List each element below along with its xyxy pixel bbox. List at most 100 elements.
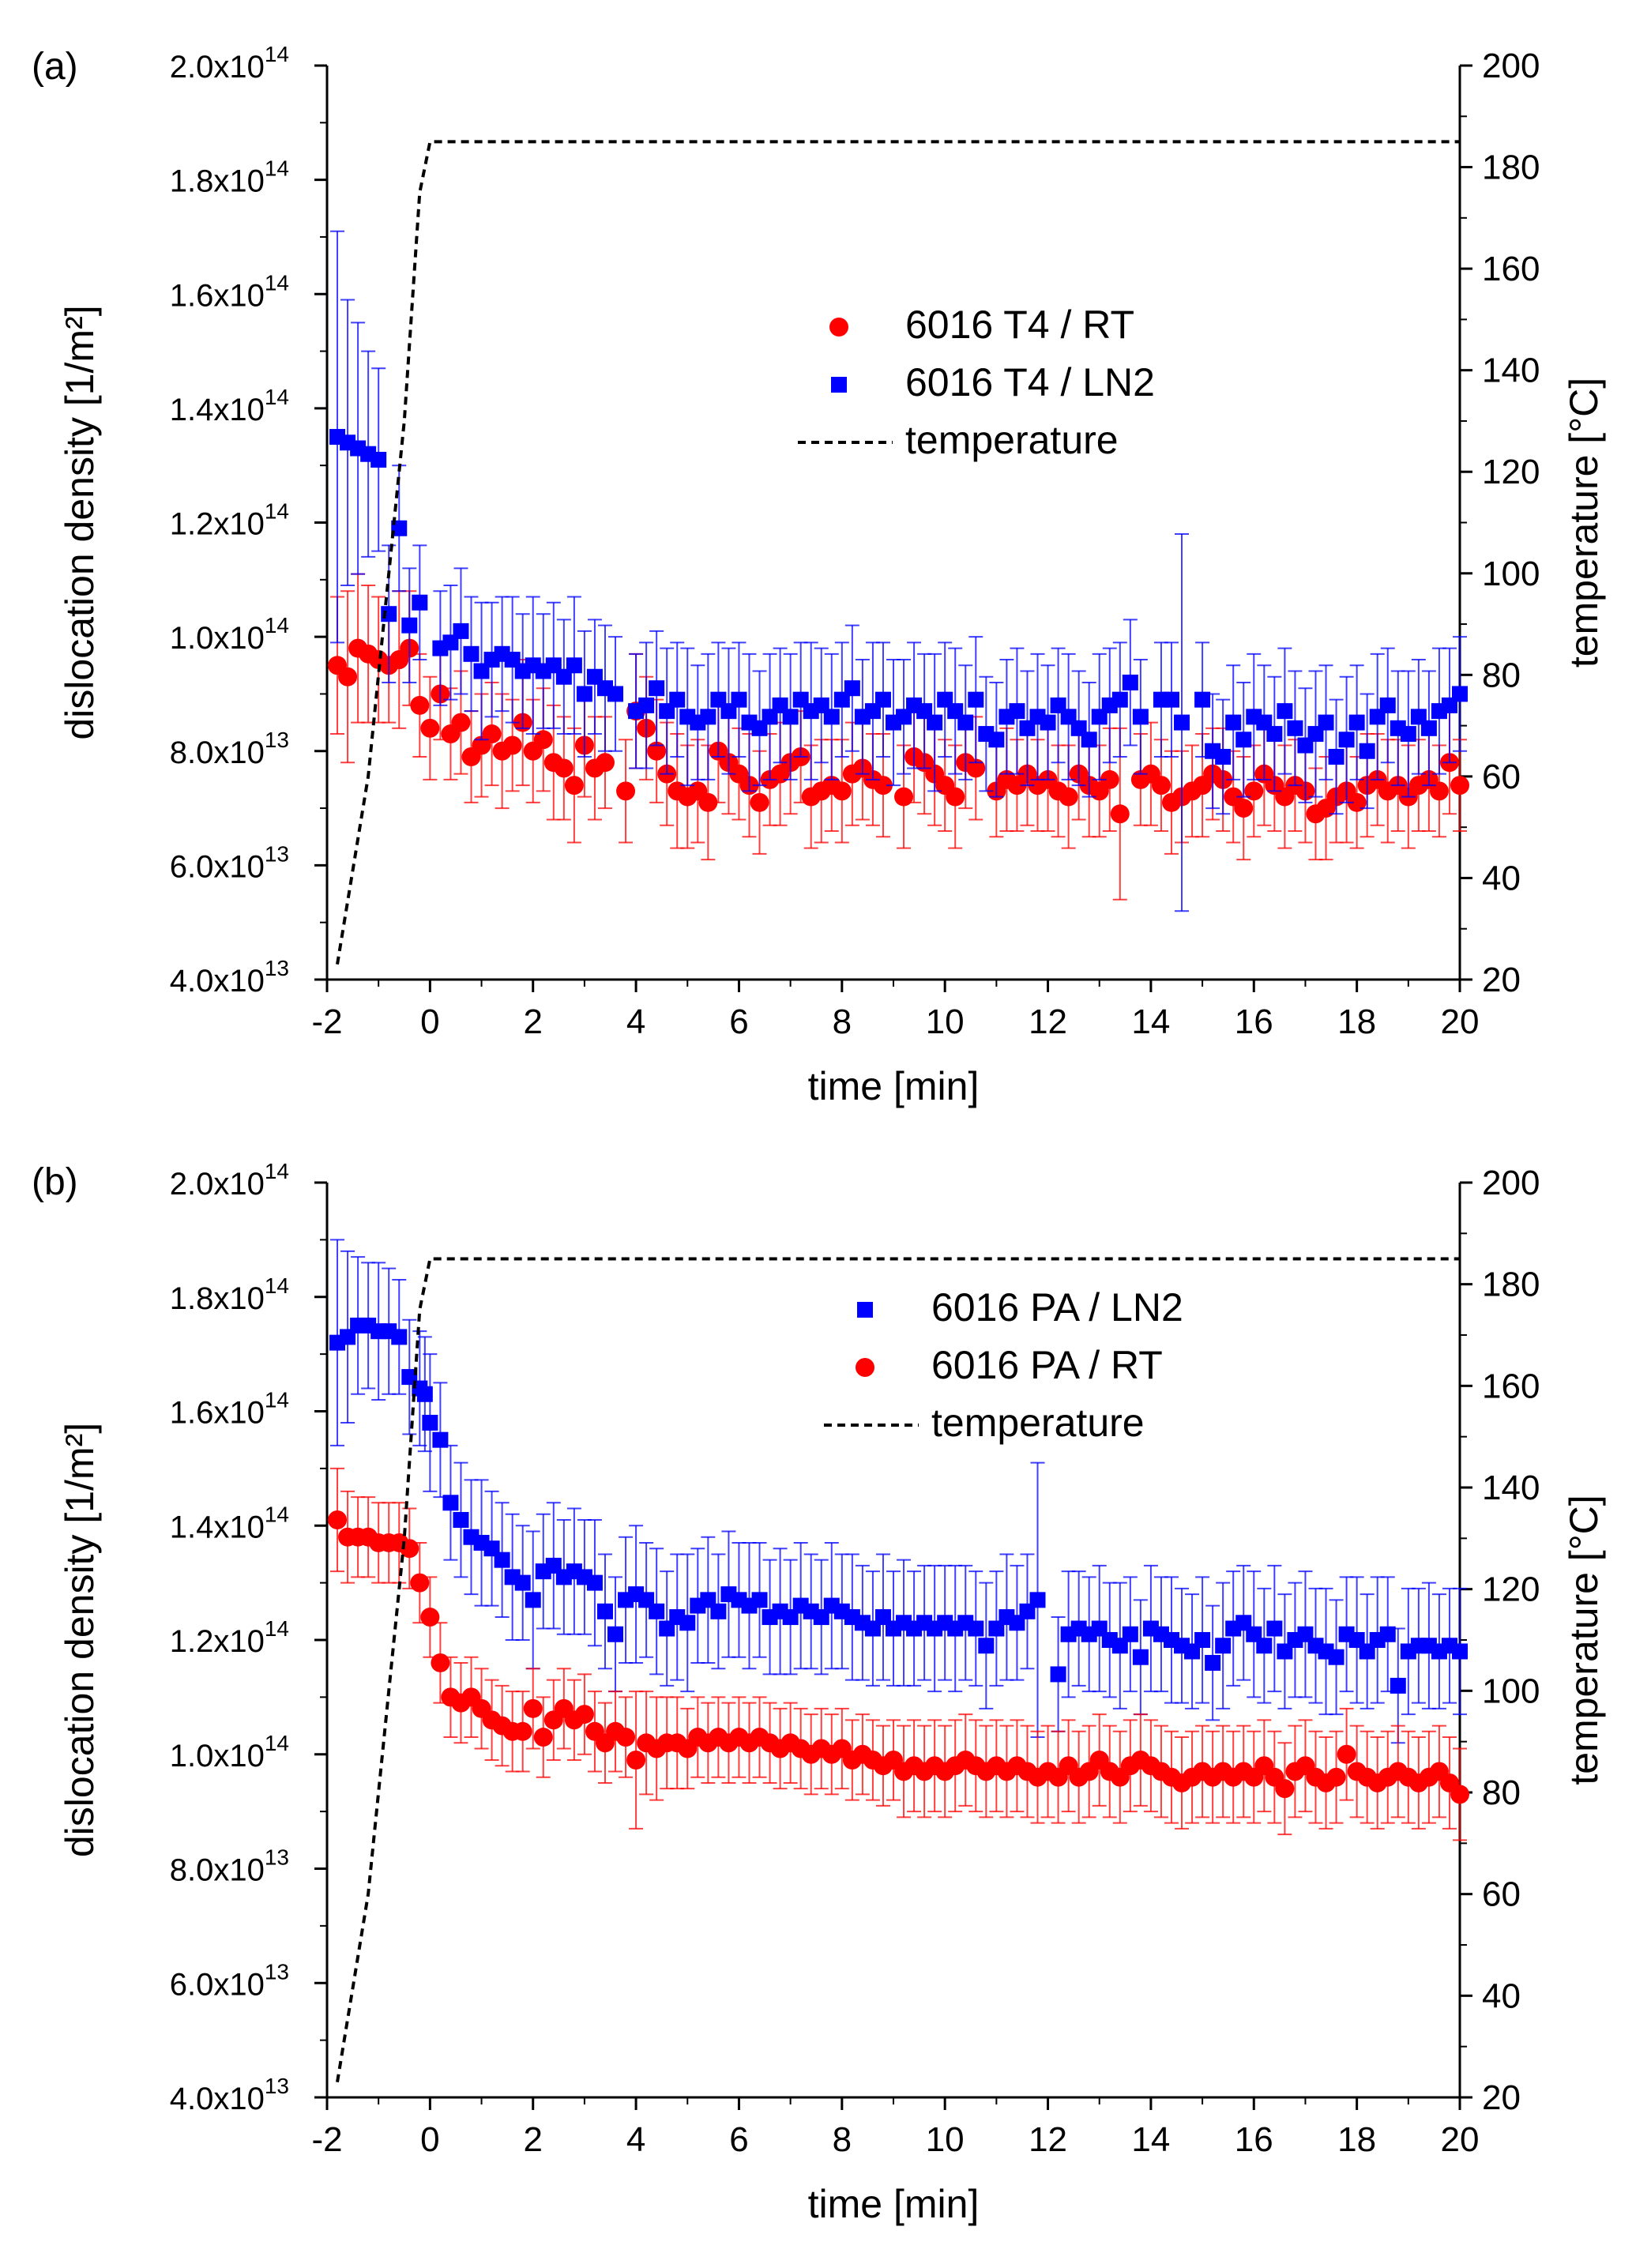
y-tick-mantissa: 2.0x10: [170, 50, 265, 85]
y2-tick-label: 60: [1482, 758, 1521, 796]
y-tick-exponent: 13: [265, 1959, 289, 1984]
data-point: [442, 1495, 459, 1511]
data-point: [1151, 776, 1171, 795]
data-point: [513, 1721, 532, 1741]
data-point: [968, 1620, 984, 1637]
data-point: [1234, 799, 1254, 818]
x-tick-label: 14: [1131, 1002, 1170, 1041]
series-temperature: [336, 140, 1460, 965]
data-point: [782, 709, 799, 725]
series-6016-pa-ln2: [329, 1239, 1468, 1744]
data-point: [1318, 714, 1334, 731]
data-point: [410, 1573, 430, 1593]
y-tick-mantissa: 4.0x10: [170, 2082, 265, 2116]
y-tick-exponent: 14: [265, 1159, 289, 1183]
data-point: [1111, 691, 1128, 708]
y-tick-mantissa: 1.0x10: [170, 1739, 265, 1773]
data-point: [1132, 1649, 1149, 1665]
data-point: [1215, 1638, 1232, 1654]
x-tick-label: -2: [311, 1002, 342, 1041]
y-tick-exponent: 14: [265, 1388, 289, 1412]
data-point: [1081, 732, 1097, 748]
x-tick-label: 0: [420, 2120, 439, 2159]
data-point: [1266, 1620, 1283, 1637]
data-point: [431, 1653, 450, 1672]
y-tick-label: 6.0x1013: [170, 841, 289, 884]
x-axis-label: time [min]: [808, 2182, 980, 2226]
y-tick-mantissa: 1.6x10: [170, 278, 265, 313]
data-point: [698, 792, 718, 812]
y-tick-exponent: 14: [265, 1502, 289, 1526]
y2-tick-label: 140: [1482, 352, 1540, 390]
y-tick-label: 2.0x1014: [170, 42, 289, 85]
data-point: [616, 781, 636, 801]
data-point: [596, 1603, 613, 1619]
data-point: [1122, 674, 1138, 690]
data-point: [1328, 1649, 1344, 1665]
y-tick-exponent: 13: [265, 841, 289, 866]
panel-label: (b): [32, 1161, 78, 1203]
x-tick-label: 20: [1441, 2120, 1480, 2159]
data-point: [1328, 748, 1344, 765]
data-point: [338, 667, 358, 686]
data-point: [844, 680, 860, 697]
data-point: [607, 1626, 624, 1642]
y-tick-mantissa: 8.0x10: [170, 1853, 265, 1888]
x-tick-label: 16: [1235, 2120, 1273, 2159]
y-tick-exponent: 13: [265, 956, 289, 980]
data-point: [1275, 1779, 1295, 1799]
data-point: [554, 758, 574, 778]
y2-tick-label: 200: [1482, 1164, 1540, 1202]
data-point: [453, 622, 469, 639]
data-point: [1174, 714, 1190, 731]
y-tick-label: 2.0x1014: [170, 1159, 289, 1202]
x-tick-label: -2: [311, 2120, 342, 2159]
x-tick-label: 0: [420, 1002, 439, 1041]
data-point: [1100, 769, 1119, 789]
data-point: [574, 1705, 594, 1725]
y-tick-exponent: 14: [265, 385, 289, 409]
data-point: [502, 735, 522, 755]
x-tick-label: 20: [1441, 1002, 1480, 1041]
data-point: [679, 1615, 696, 1631]
y-tick-mantissa: 1.2x10: [170, 507, 265, 542]
y2-tick-label: 100: [1482, 555, 1540, 593]
data-point: [626, 1750, 646, 1770]
data-point: [1277, 703, 1293, 720]
data-point: [894, 787, 914, 807]
legend-label: 6016 T4 / RT: [905, 303, 1134, 347]
y-tick-label: 1.2x1014: [170, 1616, 289, 1659]
x-tick-label: 12: [1029, 2120, 1067, 2159]
data-point: [1359, 743, 1375, 759]
data-point: [586, 1574, 603, 1591]
data-point: [1338, 732, 1355, 748]
data-point: [1194, 1632, 1211, 1648]
data-point: [391, 1329, 408, 1345]
series-6016-pa-rt: [328, 1467, 1469, 1841]
y-tick-label: 1.8x1014: [170, 156, 289, 199]
data-point: [669, 691, 686, 708]
x-tick-label: 4: [626, 1002, 645, 1041]
x-tick-label: 16: [1235, 1002, 1273, 1041]
y-tick-label: 8.0x1013: [170, 1845, 289, 1888]
data-point: [1400, 726, 1416, 743]
y-axis-label: dislocation density [1/m²]: [58, 305, 102, 739]
data-point: [420, 1608, 440, 1627]
y2-tick-label: 120: [1482, 453, 1540, 491]
y2-tick-label: 120: [1482, 1570, 1540, 1609]
temperature-line: [336, 140, 1460, 965]
data-point: [710, 1603, 727, 1619]
y2-tick-label: 60: [1482, 1875, 1521, 1914]
y-tick-label: 1.6x1014: [170, 270, 289, 313]
data-point: [832, 781, 852, 801]
data-point: [1132, 709, 1149, 725]
x-tick-label: 8: [833, 2120, 852, 2159]
legend-label: 6016 T4 / LN2: [905, 360, 1155, 404]
y-tick-exponent: 13: [265, 2074, 289, 2098]
data-point: [607, 686, 624, 702]
data-point: [700, 709, 716, 725]
y-tick-mantissa: 1.0x10: [170, 621, 265, 656]
x-axis-label: time [min]: [808, 1064, 980, 1108]
legend: 6016 T4 / RT 6016 T4 / LN2 temperature: [798, 303, 1155, 462]
x-tick-label: 18: [1337, 1002, 1376, 1041]
